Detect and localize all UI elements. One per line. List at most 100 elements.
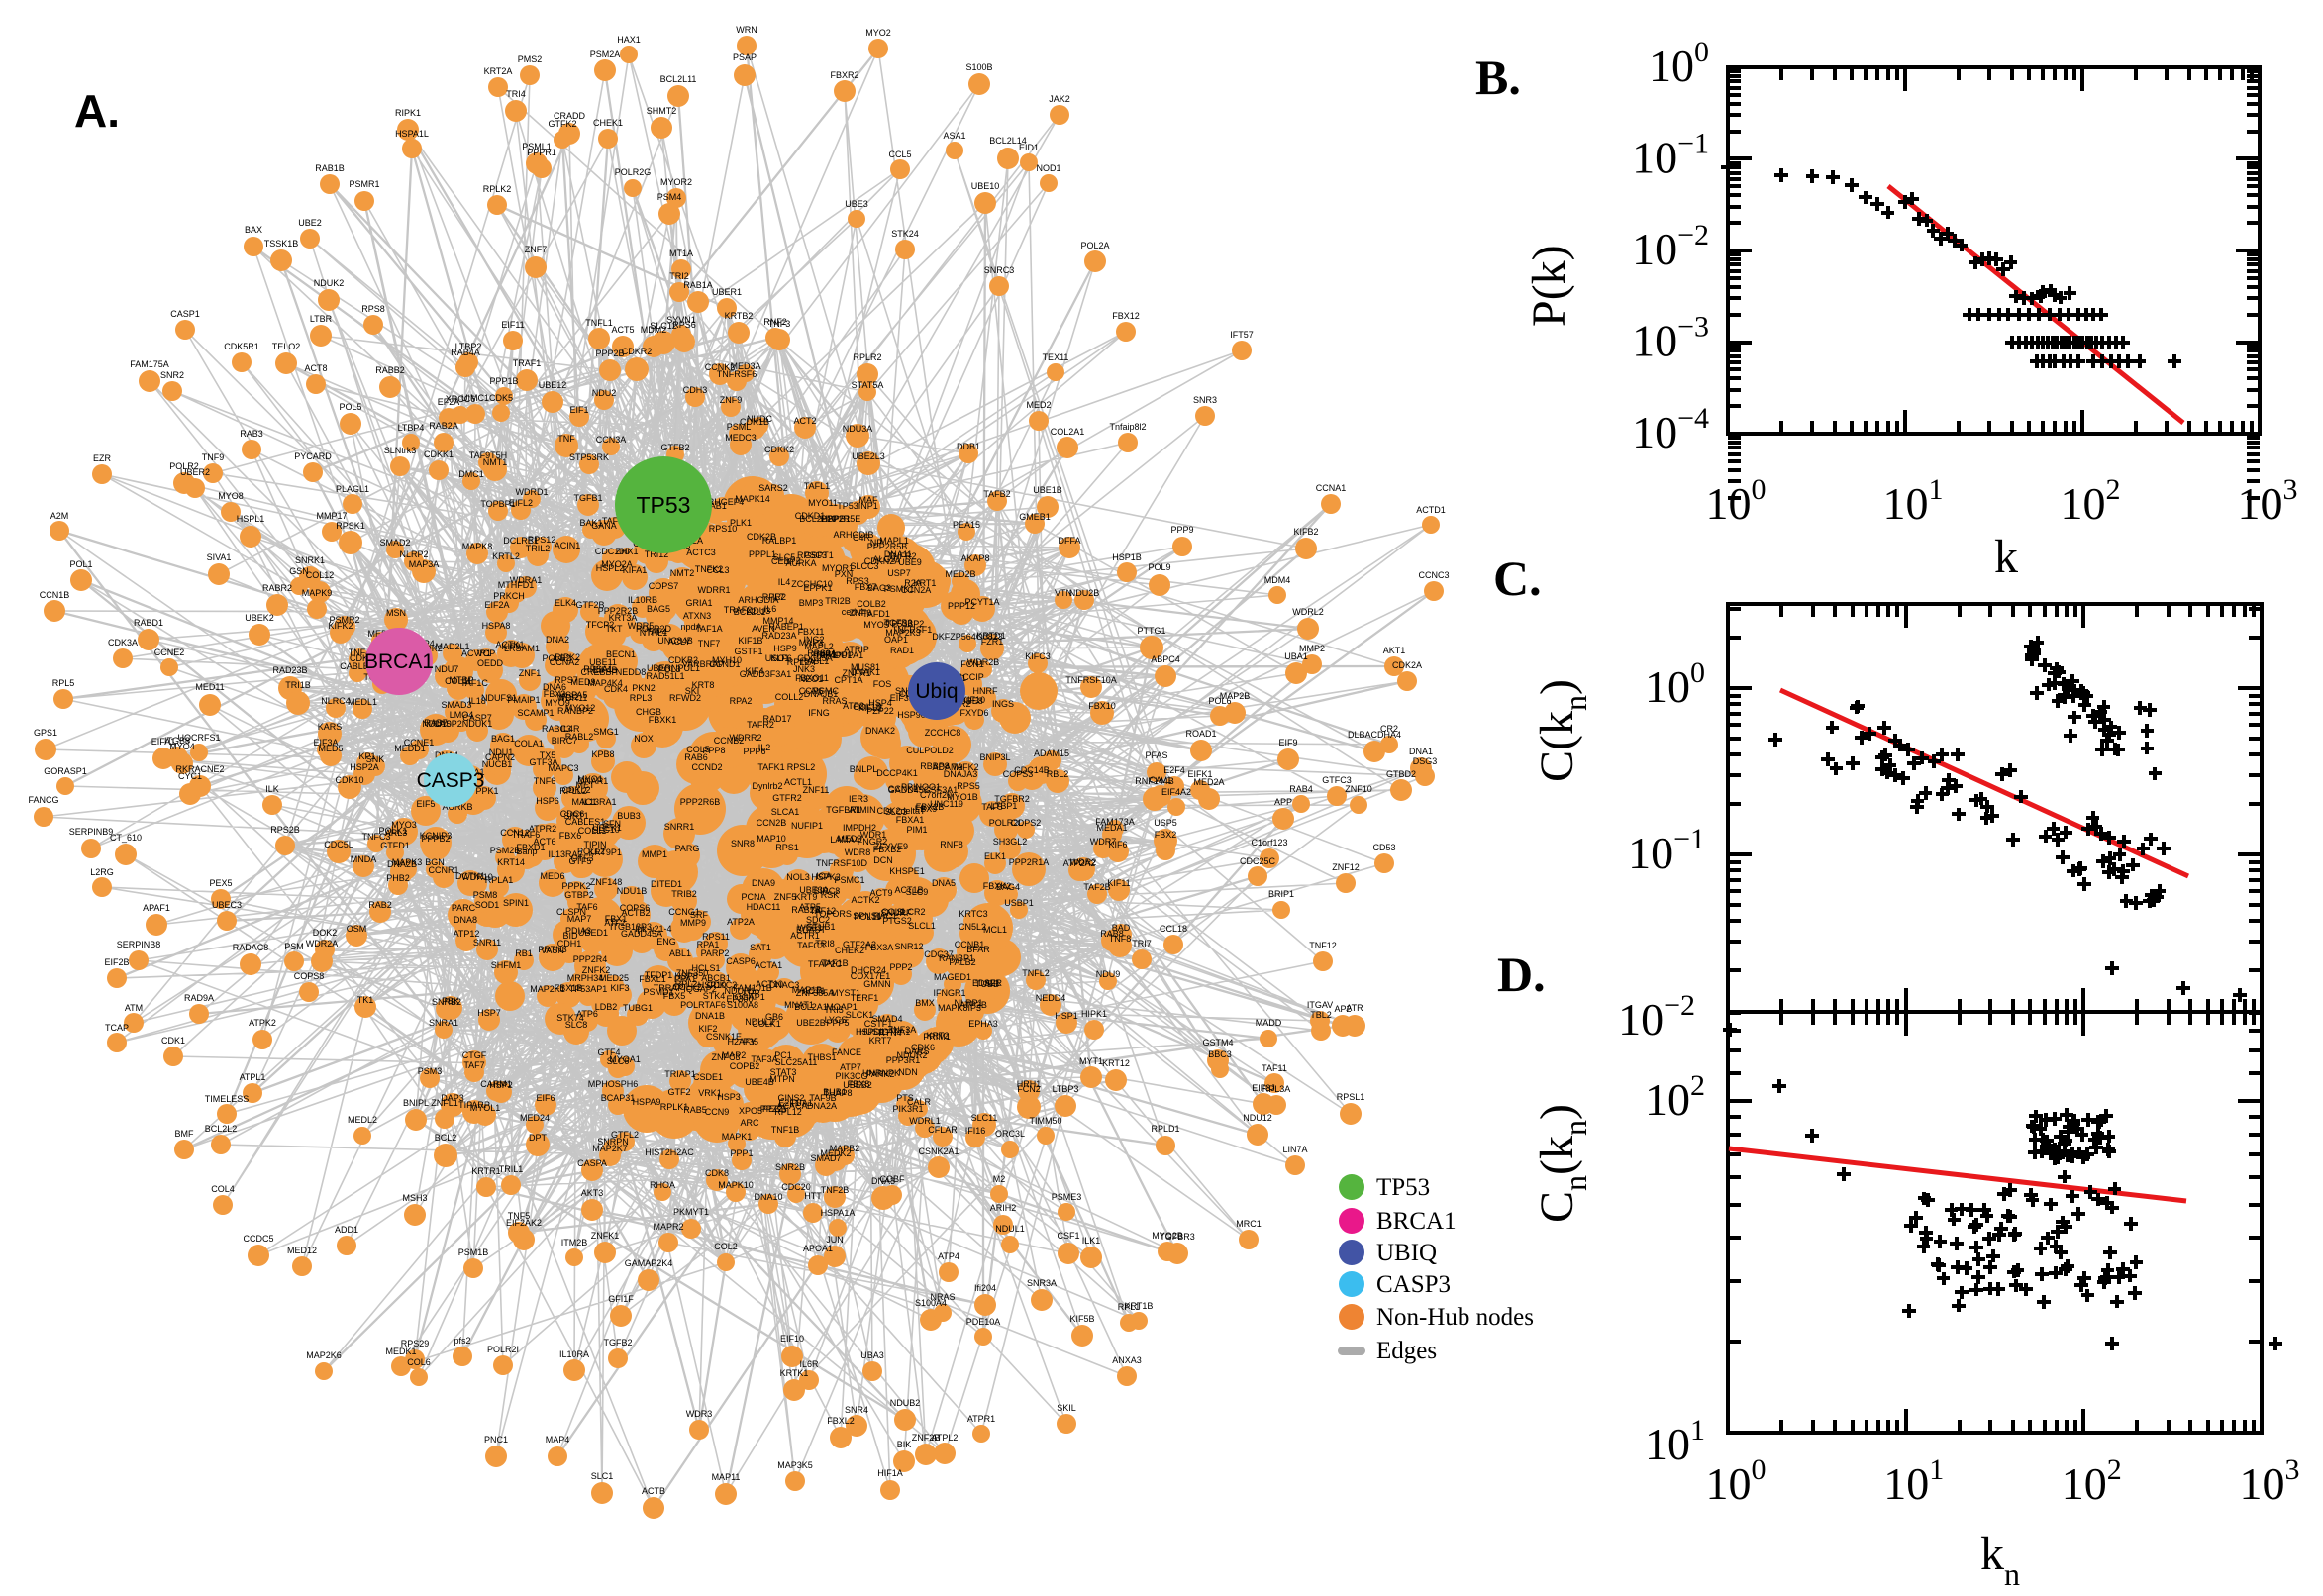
svg-text:BNLPL: BNLPL xyxy=(850,764,878,774)
svg-text:CCL3: CCL3 xyxy=(706,565,729,575)
svg-text:RPS6: RPS6 xyxy=(672,320,696,330)
svg-text:SMAD7: SMAD7 xyxy=(810,1153,841,1163)
svg-text:PSM8: PSM8 xyxy=(473,890,498,900)
svg-text:PSM1B: PSM1B xyxy=(458,1247,489,1257)
svg-text:KRTL2: KRTL2 xyxy=(492,551,520,561)
svg-text:RPL3A: RPL3A xyxy=(1262,1084,1291,1094)
svg-text:TRI5: TRI5 xyxy=(824,1005,844,1015)
svg-text:ACT1: ACT1 xyxy=(802,986,825,996)
svg-text:TNFK2: TNFK2 xyxy=(695,564,724,574)
svg-text:IL4R: IL4R xyxy=(560,724,580,734)
svg-text:GB6: GB6 xyxy=(765,1012,783,1022)
svg-text:ARC: ARC xyxy=(740,1118,759,1128)
svg-text:PPP2R5B: PPP2R5B xyxy=(867,542,908,551)
svg-text:TNF12: TNF12 xyxy=(1309,941,1337,950)
svg-text:UNC84B: UNC84B xyxy=(657,636,693,646)
svg-text:CCN2A: CCN2A xyxy=(901,585,932,595)
svg-text:HSP8: HSP8 xyxy=(674,971,698,981)
svg-text:MPHOSPH6: MPHOSPH6 xyxy=(588,1079,639,1089)
svg-text:RPSA1: RPSA1 xyxy=(583,664,613,674)
svg-text:UBE3A: UBE3A xyxy=(799,885,829,895)
svg-text:MAF: MAF xyxy=(859,495,879,505)
svg-text:SAT1: SAT1 xyxy=(750,943,771,952)
svg-text:ACACA: ACACA xyxy=(776,1101,807,1111)
svg-text:RANBP1: RANBP1 xyxy=(939,953,974,963)
svg-text:SLCR2: SLCR2 xyxy=(896,907,925,917)
svg-text:PFAS: PFAS xyxy=(1145,750,1167,760)
svg-text:DITED1: DITED1 xyxy=(651,879,682,889)
svg-text:S100A4: S100A4 xyxy=(915,1298,947,1308)
svg-text:PSM4: PSM4 xyxy=(657,192,682,202)
svg-text:ZNF385A: ZNF385A xyxy=(796,988,835,998)
svg-text:HSP10: HSP10 xyxy=(698,980,727,990)
svg-text:DCLRE1: DCLRE1 xyxy=(503,536,539,546)
svg-text:MYOR1: MYOR1 xyxy=(822,563,854,573)
svg-text:CDK1B: CDK1B xyxy=(740,417,769,427)
svg-text:LPP: LPP xyxy=(743,988,759,998)
svg-text:KPB8: KPB8 xyxy=(591,749,614,759)
svg-text:ZCCHC8: ZCCHC8 xyxy=(925,728,961,738)
svg-text:ACVR1: ACVR1 xyxy=(461,648,491,658)
svg-text:RABL2: RABL2 xyxy=(565,732,594,742)
svg-text:MAPL1: MAPL1 xyxy=(879,536,909,546)
svg-text:WRN: WRN xyxy=(736,25,758,35)
svg-text:RPLK1: RPLK1 xyxy=(660,1102,689,1112)
svg-text:MCL1: MCL1 xyxy=(983,925,1007,935)
svg-text:PTTG1: PTTG1 xyxy=(1137,626,1165,636)
svg-text:MADD: MADD xyxy=(1256,1018,1282,1028)
svg-text:ABCB1: ABCB1 xyxy=(701,973,731,983)
svg-text:CASP3: CASP3 xyxy=(417,769,485,792)
svg-text:DNA2A: DNA2A xyxy=(807,1101,837,1111)
svg-text:FAM173A: FAM173A xyxy=(1095,817,1135,827)
svg-text:ced-4: ced-4 xyxy=(842,607,864,617)
svg-text:MAP3: MAP3 xyxy=(799,638,824,648)
svg-text:TNF: TNF xyxy=(557,434,575,444)
svg-text:PCNA: PCNA xyxy=(741,892,765,902)
svg-text:MYO9: MYO9 xyxy=(545,698,570,708)
svg-text:UBE2: UBE2 xyxy=(298,218,322,228)
svg-text:KIFL2: KIFL2 xyxy=(858,703,882,713)
svg-text:HRH1: HRH1 xyxy=(1017,1079,1042,1089)
svg-text:RANBP2: RANBP2 xyxy=(557,706,593,716)
svg-text:SLCL1: SLCL1 xyxy=(908,921,936,931)
svg-text:DNA6: DNA6 xyxy=(543,682,566,692)
svg-text:DNAJB1: DNAJB1 xyxy=(804,689,839,699)
svg-text:PPINQO1: PPINQO1 xyxy=(901,782,941,792)
svg-text:RPS11: RPS11 xyxy=(702,932,730,942)
svg-text:FBXO11: FBXO11 xyxy=(795,673,829,683)
svg-text:ZFYVE9: ZFYVE9 xyxy=(874,842,908,851)
svg-text:IL18: IL18 xyxy=(468,696,486,706)
svg-text:TSSK1B: TSSK1B xyxy=(264,239,299,249)
svg-text:TAFD1: TAFD1 xyxy=(862,609,890,619)
svg-text:C.: C. xyxy=(1493,550,1542,606)
svg-text:ATRIP: ATRIP xyxy=(844,645,869,654)
svg-text:PTS: PTS xyxy=(896,1093,914,1103)
svg-text:A.: A. xyxy=(74,85,120,137)
svg-text:PPPL1: PPPL1 xyxy=(749,549,776,559)
svg-text:PNC1: PNC1 xyxy=(484,1435,508,1445)
svg-text:PPPB2: PPPB2 xyxy=(421,834,450,844)
svg-text:EID1: EID1 xyxy=(1019,143,1039,152)
svg-text:NDUFS1: NDUFS1 xyxy=(481,693,517,703)
svg-text:STP53RK: STP53RK xyxy=(569,452,609,462)
svg-text:HSP1: HSP1 xyxy=(1055,1011,1078,1021)
svg-text:KIF4: KIF4 xyxy=(745,666,763,676)
svg-text:SLC10: SLC10 xyxy=(592,825,620,835)
svg-text:CCNA1: CCNA1 xyxy=(1316,483,1347,493)
svg-text:EF2A: EF2A xyxy=(438,397,460,407)
svg-text:ADAM15: ADAM15 xyxy=(1034,748,1069,758)
svg-text:HIPK1: HIPK1 xyxy=(1081,1009,1107,1019)
svg-text:TGFBR2: TGFBR2 xyxy=(994,794,1030,804)
svg-text:DNAC3: DNAC3 xyxy=(769,980,800,990)
svg-text:RPLL2: RPLL2 xyxy=(559,786,587,796)
svg-text:ATP5: ATP5 xyxy=(799,902,821,912)
svg-text:CCNK1: CCNK1 xyxy=(888,784,919,794)
svg-text:CDK1: CDK1 xyxy=(161,1036,185,1046)
svg-text:PARP2: PARP2 xyxy=(701,948,730,958)
svg-text:EIF6: EIF6 xyxy=(536,1093,555,1103)
svg-text:CDC37: CDC37 xyxy=(924,949,954,959)
svg-text:HNRNPK: HNRNPK xyxy=(862,1068,900,1078)
svg-text:SLCK1: SLCK1 xyxy=(846,1010,874,1020)
svg-text:RPL2A: RPL2A xyxy=(787,657,816,667)
svg-text:PSMC: PSMC xyxy=(813,686,840,696)
